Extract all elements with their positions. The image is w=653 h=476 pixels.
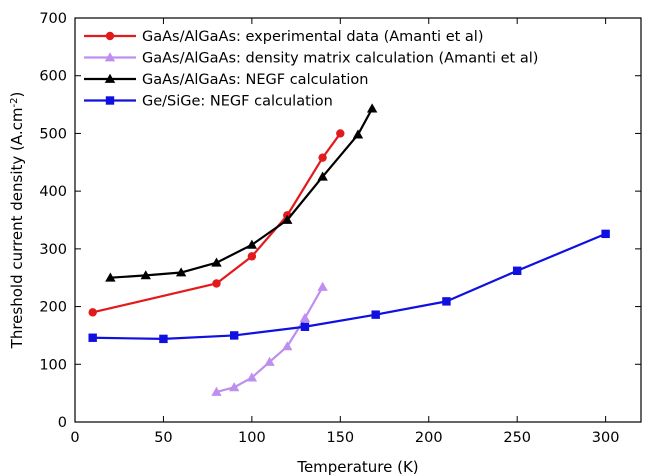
- x-tick-label: 200: [415, 430, 443, 446]
- series-4: [88, 229, 610, 344]
- y-tick-label: 400: [39, 184, 67, 200]
- data-point: [601, 229, 610, 239]
- x-tick-label: 150: [326, 430, 354, 446]
- data-point: [282, 214, 293, 224]
- data-point: [247, 252, 257, 261]
- y-axis-label-suffix: ): [8, 92, 26, 98]
- data-point: [246, 239, 258, 249]
- data-point: [300, 322, 310, 331]
- y-tick-label: 0: [58, 415, 67, 431]
- data-point: [175, 267, 187, 277]
- legend-entry-3: GaAs/AlGaAs: NEGF calculation: [84, 72, 368, 88]
- x-tick-label: 300: [592, 430, 620, 446]
- series-line: [92, 132, 342, 314]
- data-point: [442, 297, 451, 306]
- y-tick-label: 300: [39, 242, 67, 258]
- legend-label: GaAs/AlGaAs: density matrix calculation …: [142, 51, 538, 67]
- data-point: [211, 386, 222, 396]
- x-tick-label: 50: [154, 430, 172, 446]
- data-point: [366, 103, 378, 113]
- y-tick-label: 500: [39, 126, 67, 142]
- legend-label: GaAs/AlGaAs: NEGF calculation: [142, 72, 368, 88]
- data-point: [246, 372, 258, 382]
- legend-marker: [105, 96, 115, 105]
- legend-marker: [104, 52, 116, 62]
- data-point: [352, 129, 364, 139]
- series-3: [105, 103, 378, 282]
- data-point: [512, 266, 522, 275]
- x-axis-label: Temperature (K): [296, 458, 418, 476]
- y-axis-label-main: Threshold current density (A.cm: [8, 108, 26, 350]
- x-tick-label: 250: [503, 430, 531, 446]
- legend-label: GaAs/AlGaAs: experimental data (Amanti e…: [142, 29, 483, 45]
- legend-entry-1: GaAs/AlGaAs: experimental data (Amanti e…: [84, 29, 483, 45]
- y-tick-label: 600: [39, 69, 67, 85]
- series-layer: [88, 103, 610, 396]
- y-axis-label-superscript: -2: [9, 98, 20, 108]
- plot-frame: [74, 17, 642, 423]
- axes-layer: 0 50 100 150 200 250 300 0 100 200 300 400 500 600 700: [39, 11, 642, 446]
- legend-entry-4: Ge/SiGe: NEGF calculation: [84, 94, 333, 110]
- data-point: [228, 382, 240, 392]
- x-tick-label: 100: [238, 430, 266, 446]
- series-line: [92, 232, 607, 340]
- legend-entry-2: GaAs/AlGaAs: density matrix calculation …: [84, 51, 538, 67]
- data-point: [371, 310, 380, 319]
- data-point: [317, 171, 328, 181]
- data-point: [88, 308, 97, 317]
- legend-marker: [104, 73, 116, 83]
- data-point: [318, 153, 327, 162]
- y-tick-label: 200: [39, 300, 67, 316]
- data-point: [105, 272, 116, 282]
- data-point: [264, 356, 275, 366]
- y-tick-label: 700: [39, 11, 67, 27]
- legend: GaAs/AlGaAs: experimental data (Amanti e…: [84, 29, 538, 110]
- series-line: [110, 108, 374, 279]
- data-point: [211, 257, 222, 267]
- data-point: [299, 312, 311, 323]
- data-point: [282, 341, 293, 351]
- x-tick-label: 0: [70, 430, 79, 446]
- data-point: [88, 333, 97, 342]
- legend-marker: [105, 31, 115, 41]
- data-point: [229, 331, 239, 340]
- data-point: [212, 279, 221, 288]
- series-1: [88, 129, 345, 317]
- data-point: [336, 129, 345, 138]
- legend-label: Ge/SiGe: NEGF calculation: [142, 94, 333, 110]
- data-point: [317, 281, 328, 291]
- y-tick-label: 100: [39, 357, 67, 373]
- data-point: [140, 270, 151, 280]
- series-2: [211, 281, 328, 396]
- data-point: [159, 334, 168, 344]
- y-axis-label: Threshold current density (A.cm-2): [8, 92, 26, 350]
